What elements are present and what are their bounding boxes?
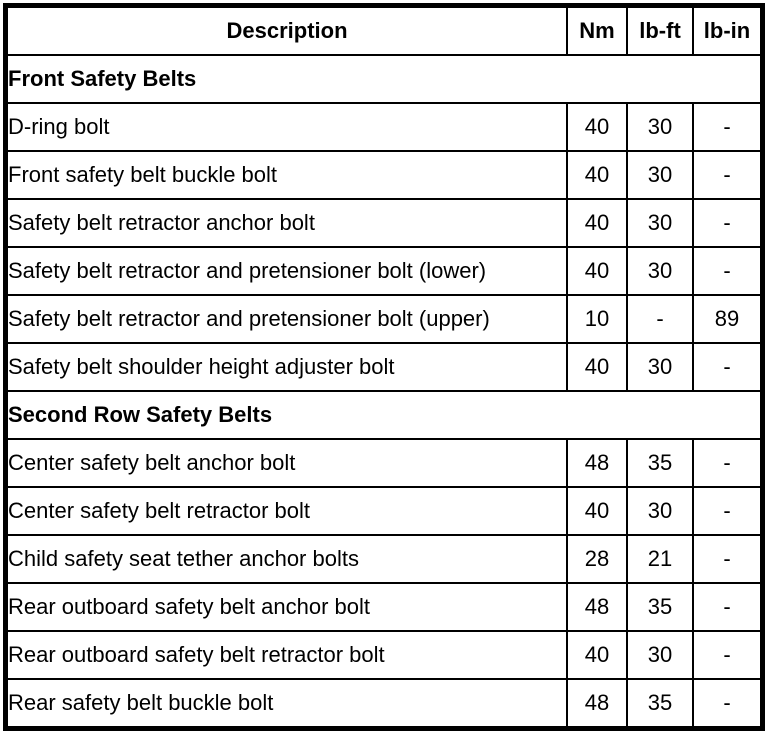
row-lbft-value: 30: [626, 102, 694, 152]
row-lbin-value: 89: [692, 294, 764, 344]
row-nm-value: 40: [566, 486, 628, 536]
table-row: Rear outboard safety belt anchor bolt 48…: [4, 582, 764, 632]
row-nm-value: 40: [566, 150, 628, 200]
table-row: Child safety seat tether anchor bolts 28…: [4, 534, 764, 584]
table-row: Safety belt retractor and pretensioner b…: [4, 246, 764, 296]
header-row: Description Nm lb-ft lb-in: [4, 4, 764, 56]
row-nm-value: 10: [566, 294, 628, 344]
row-lbft-value: 30: [626, 246, 694, 296]
row-lbft-value: 35: [626, 678, 694, 730]
row-description: Rear safety belt buckle bolt: [4, 678, 568, 730]
row-lbin-value: -: [692, 582, 764, 632]
row-description: Rear outboard safety belt anchor bolt: [4, 582, 568, 632]
column-header-description: Description: [4, 4, 568, 56]
row-lbin-value: -: [692, 198, 764, 248]
row-lbft-value: 35: [626, 438, 694, 488]
row-description: Center safety belt anchor bolt: [4, 438, 568, 488]
row-lbft-value: 21: [626, 534, 694, 584]
row-description: Child safety seat tether anchor bolts: [4, 534, 568, 584]
row-description: Safety belt shoulder height adjuster bol…: [4, 342, 568, 392]
row-nm-value: 48: [566, 678, 628, 730]
row-description: Rear outboard safety belt retractor bolt: [4, 630, 568, 680]
row-nm-value: 40: [566, 342, 628, 392]
row-lbft-value: 30: [626, 342, 694, 392]
row-lbft-value: 30: [626, 198, 694, 248]
table-row: Rear safety belt buckle bolt 48 35 -: [4, 678, 764, 730]
table-row: Rear outboard safety belt retractor bolt…: [4, 630, 764, 680]
row-lbin-value: -: [692, 438, 764, 488]
row-lbin-value: -: [692, 246, 764, 296]
column-header-nm: Nm: [566, 4, 628, 56]
row-description: Safety belt retractor and pretensioner b…: [4, 294, 568, 344]
row-lbft-value: 35: [626, 582, 694, 632]
table-row: Center safety belt retractor bolt 40 30 …: [4, 486, 764, 536]
row-lbin-value: -: [692, 150, 764, 200]
row-lbin-value: -: [692, 486, 764, 536]
row-nm-value: 40: [566, 630, 628, 680]
table-row: Safety belt shoulder height adjuster bol…: [4, 342, 764, 392]
row-description: Front safety belt buckle bolt: [4, 150, 568, 200]
column-header-lbft: lb-ft: [626, 4, 694, 56]
section-title-second-row-safety-belts: Second Row Safety Belts: [4, 390, 764, 440]
torque-spec-table: Description Nm lb-ft lb-in Front Safety …: [3, 3, 765, 731]
row-lbft-value: 30: [626, 630, 694, 680]
row-nm-value: 40: [566, 198, 628, 248]
row-lbft-value: 30: [626, 486, 694, 536]
row-nm-value: 48: [566, 582, 628, 632]
table-row: Safety belt retractor and pretensioner b…: [4, 294, 764, 344]
row-lbft-value: 30: [626, 150, 694, 200]
row-nm-value: 48: [566, 438, 628, 488]
row-lbin-value: -: [692, 102, 764, 152]
section-row: Second Row Safety Belts: [4, 390, 764, 440]
row-nm-value: 40: [566, 246, 628, 296]
table-row: Center safety belt anchor bolt 48 35 -: [4, 438, 764, 488]
row-nm-value: 40: [566, 102, 628, 152]
row-lbin-value: -: [692, 630, 764, 680]
row-lbft-value: -: [626, 294, 694, 344]
column-header-lbin: lb-in: [692, 4, 764, 56]
row-description: Center safety belt retractor bolt: [4, 486, 568, 536]
section-title-front-safety-belts: Front Safety Belts: [4, 54, 764, 104]
row-lbin-value: -: [692, 678, 764, 730]
table-row: Safety belt retractor anchor bolt 40 30 …: [4, 198, 764, 248]
table-row: D-ring bolt 40 30 -: [4, 102, 764, 152]
row-nm-value: 28: [566, 534, 628, 584]
row-lbin-value: -: [692, 534, 764, 584]
table-row: Front safety belt buckle bolt 40 30 -: [4, 150, 764, 200]
row-lbin-value: -: [692, 342, 764, 392]
row-description: D-ring bolt: [4, 102, 568, 152]
row-description: Safety belt retractor anchor bolt: [4, 198, 568, 248]
row-description: Safety belt retractor and pretensioner b…: [4, 246, 568, 296]
section-row: Front Safety Belts: [4, 54, 764, 104]
